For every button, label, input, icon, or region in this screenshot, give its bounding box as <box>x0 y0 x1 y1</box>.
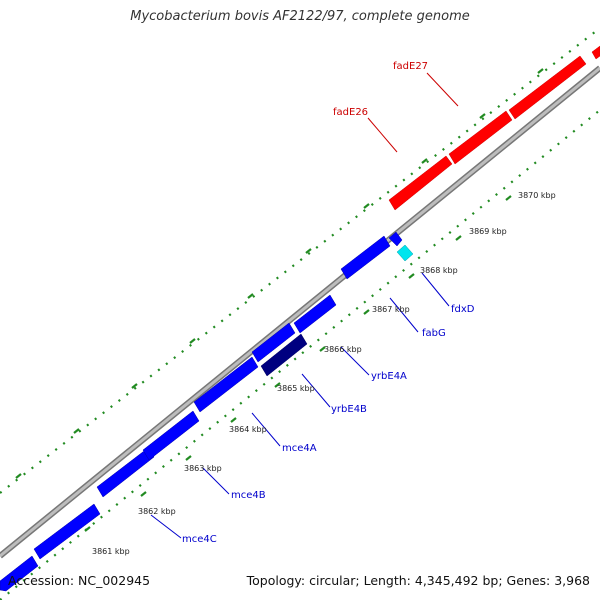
outer-tick <box>189 338 196 344</box>
gene-label-mce4B: mce4B <box>231 490 266 501</box>
gene-mce4B <box>96 447 155 498</box>
tick-label: 3862 kbp <box>138 507 176 516</box>
inner-tick <box>408 273 415 279</box>
reverse-strand-genes <box>0 231 403 592</box>
gene-mce4A <box>193 356 259 413</box>
inner-tick <box>84 526 91 532</box>
genome-backbone <box>0 66 600 558</box>
inner-tick <box>230 417 237 423</box>
outer-tick <box>479 113 486 119</box>
tick-label: 3868 kbp <box>420 266 458 275</box>
gene-yrbE4A <box>293 294 337 334</box>
inner-tick <box>185 455 192 461</box>
map-title: Mycobacterium bovis AF2122/97, complete … <box>130 9 470 24</box>
gene-mce4A-left <box>142 410 200 461</box>
gene-label-yrbE4A: yrbE4A <box>371 371 407 382</box>
gene-fabG <box>340 235 391 280</box>
inner-tick <box>140 491 147 497</box>
outer-tick <box>247 293 254 299</box>
tick-label: 3861 kbp <box>92 547 130 556</box>
tick-labels: 3861 kbp 3862 kbp 3863 kbp 3864 kbp 3865… <box>92 191 556 556</box>
outer-tick <box>421 158 428 164</box>
reverse-leaders <box>150 272 450 539</box>
outer-dotted-track <box>0 27 600 494</box>
inner-major-ticks <box>84 195 512 532</box>
gene-label-mce4C: mce4C <box>182 534 217 545</box>
tick-label: 3864 kbp <box>229 425 267 434</box>
inner-tick <box>363 309 370 315</box>
outer-major-ticks <box>15 68 544 479</box>
tick-label: 3863 kbp <box>184 464 222 473</box>
inner-tick <box>319 346 326 352</box>
gene-forward <box>508 55 587 120</box>
inner-dotted-track <box>0 109 600 600</box>
leader-yrbE4B <box>301 373 331 408</box>
gene-label-fabG: fabG <box>422 328 446 339</box>
inner-tick <box>505 195 512 201</box>
leader-mce4C <box>150 514 182 539</box>
leader-fadE27 <box>426 72 459 107</box>
gene-label-yrbE4B: yrbE4B <box>331 404 367 415</box>
tick-label: 3865 kbp <box>277 384 315 393</box>
leader-fabG <box>389 297 419 333</box>
gene-fadE26 <box>388 155 453 211</box>
inner-tick <box>455 235 462 241</box>
gene-reverse-partial <box>0 555 39 592</box>
forward-leaders <box>367 72 459 153</box>
gene-fadE27 <box>448 110 513 165</box>
leader-fadE26 <box>367 117 398 153</box>
gene-label-fadE26: fadE26 <box>333 107 368 118</box>
leader-mce4B <box>202 467 230 495</box>
forward-strand-genes <box>388 45 600 211</box>
gene-labels: fadE26 fadE27 mce4C mce4B mce4A yrbE4B y… <box>182 61 475 545</box>
gene-mce4C <box>33 503 101 560</box>
outer-tick <box>305 248 312 254</box>
outer-tick <box>15 473 22 479</box>
tick-label: 3869 kbp <box>469 227 507 236</box>
inner-tick <box>274 382 281 388</box>
gene-label-fdxD: fdxD <box>451 304 475 315</box>
tick-label: 3867 kbp <box>372 305 410 314</box>
accession-text: Accession: NC_002945 <box>8 573 151 588</box>
gene-fdxD <box>388 231 403 247</box>
tick-label: 3866 kbp <box>324 345 362 354</box>
leader-mce4A <box>251 412 281 447</box>
gene-highlight <box>260 333 308 377</box>
gene-small-cyan <box>396 244 414 262</box>
outer-tick <box>73 428 80 434</box>
gene-forward-partial <box>591 45 600 60</box>
gene-label-fadE27: fadE27 <box>393 61 428 72</box>
outer-tick <box>131 383 138 389</box>
leader-yrbE4A <box>340 346 370 376</box>
outer-tick <box>537 68 544 74</box>
genome-summary-text: Topology: circular; Length: 4,345,492 bp… <box>246 573 590 588</box>
tick-label: 3870 kbp <box>518 191 556 200</box>
outer-tick <box>363 203 370 209</box>
leader-fdxD <box>421 272 450 307</box>
gene-yrbE4B <box>251 322 296 363</box>
gene-label-mce4A: mce4A <box>282 443 317 454</box>
